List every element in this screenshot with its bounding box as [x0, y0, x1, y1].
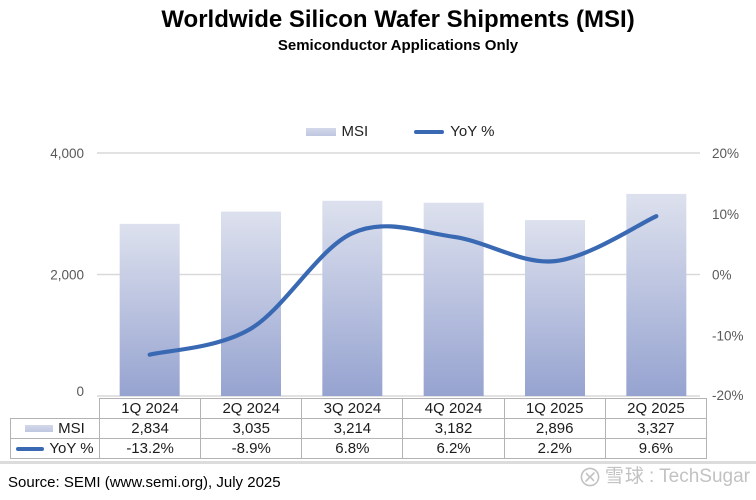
watermark: 雪球 : TechSugar [579, 465, 750, 489]
table-row-header-msi: MSI [10, 418, 100, 439]
table-col-header: 4Q 2024 [402, 398, 505, 419]
msi-bar-swatch-icon [25, 425, 54, 432]
left-axis-tick: 0 [76, 384, 84, 399]
xueqiu-snowball-icon [580, 467, 600, 487]
left-axis-tick: 2,000 [50, 268, 84, 283]
table-cell: -8.9% [200, 438, 303, 459]
left-axis-labels: 0 2,000 4,000 [50, 146, 84, 399]
chart-legend: MSI YoY % [22, 123, 756, 140]
source-note: Source: SEMI (www.semi.org), July 2025 [8, 474, 281, 491]
watermark-cjk-text: 雪球 [604, 466, 645, 487]
msi-bars [119, 193, 687, 396]
right-axis-labels: -20% -10% 0% 10% 20% [712, 146, 744, 403]
msi-bar-swatch-icon [305, 127, 336, 136]
chart-header: Worldwide Silicon Wafer Shipments (MSI) … [40, 6, 756, 55]
msi-bar [525, 220, 585, 396]
table-cell: 3,214 [301, 418, 404, 439]
msi-bar [221, 211, 281, 396]
table-corner-cell [10, 398, 100, 419]
table-cell: 3,327 [604, 418, 708, 439]
table-row-label: YoY % [49, 440, 94, 457]
table-cell: 2.2% [503, 438, 606, 459]
footer-divider [0, 461, 756, 464]
data-table: 1Q 2024 2Q 2024 3Q 2024 4Q 2024 1Q 2025 2Q 20… [10, 398, 708, 459]
table-cell: -13.2% [98, 438, 202, 459]
yoy-line-path [147, 214, 659, 357]
table-col-header: 1Q 2024 [98, 398, 202, 419]
right-axis-tick: -10% [712, 328, 744, 343]
yoy-line-swatch-icon [16, 446, 45, 451]
watermark-name-text: : TechSugar [648, 466, 750, 487]
legend-item-yoy: YoY % [414, 123, 494, 140]
table-cell: 3,035 [200, 418, 303, 439]
right-axis-tick: 0% [712, 268, 732, 283]
legend-label-yoy: YoY % [450, 123, 495, 140]
msi-bar [322, 200, 383, 396]
legend-label-msi: MSI [341, 123, 369, 140]
left-axis-tick: 4,000 [50, 146, 84, 161]
right-axis-tick: 20% [712, 146, 739, 161]
chart-title: Worldwide Silicon Wafer Shipments (MSI) [161, 6, 635, 33]
yoy-line [147, 214, 659, 357]
gridlines [97, 152, 700, 397]
table-col-header: 2Q 2025 [604, 398, 708, 419]
table-col-header: 2Q 2024 [200, 398, 303, 419]
data-table-wrap: 1Q 2024 2Q 2024 3Q 2024 4Q 2024 1Q 2025 2Q 20… [10, 398, 708, 459]
table-col-header: 1Q 2025 [503, 398, 606, 419]
table-cell: 2,834 [98, 418, 202, 439]
yoy-line-swatch-icon [414, 129, 445, 134]
msi-bar [626, 193, 687, 396]
table-row-header-yoy: YoY % [10, 438, 100, 459]
chart-subtitle: Semiconductor Applications Only [277, 37, 519, 54]
table-cell: 2,896 [503, 418, 606, 439]
msi-bar [119, 223, 180, 396]
right-axis-tick: 10% [712, 207, 739, 222]
right-axis-tick: -20% [712, 388, 744, 403]
table-row-label: MSI [58, 420, 85, 437]
legend-item-msi: MSI [305, 123, 369, 140]
table-cell: 6.8% [301, 438, 404, 459]
table-cell: 3,182 [402, 418, 505, 439]
table-cell: 9.6% [604, 438, 708, 459]
table-col-header: 3Q 2024 [301, 398, 404, 419]
table-cell: 6.2% [402, 438, 505, 459]
